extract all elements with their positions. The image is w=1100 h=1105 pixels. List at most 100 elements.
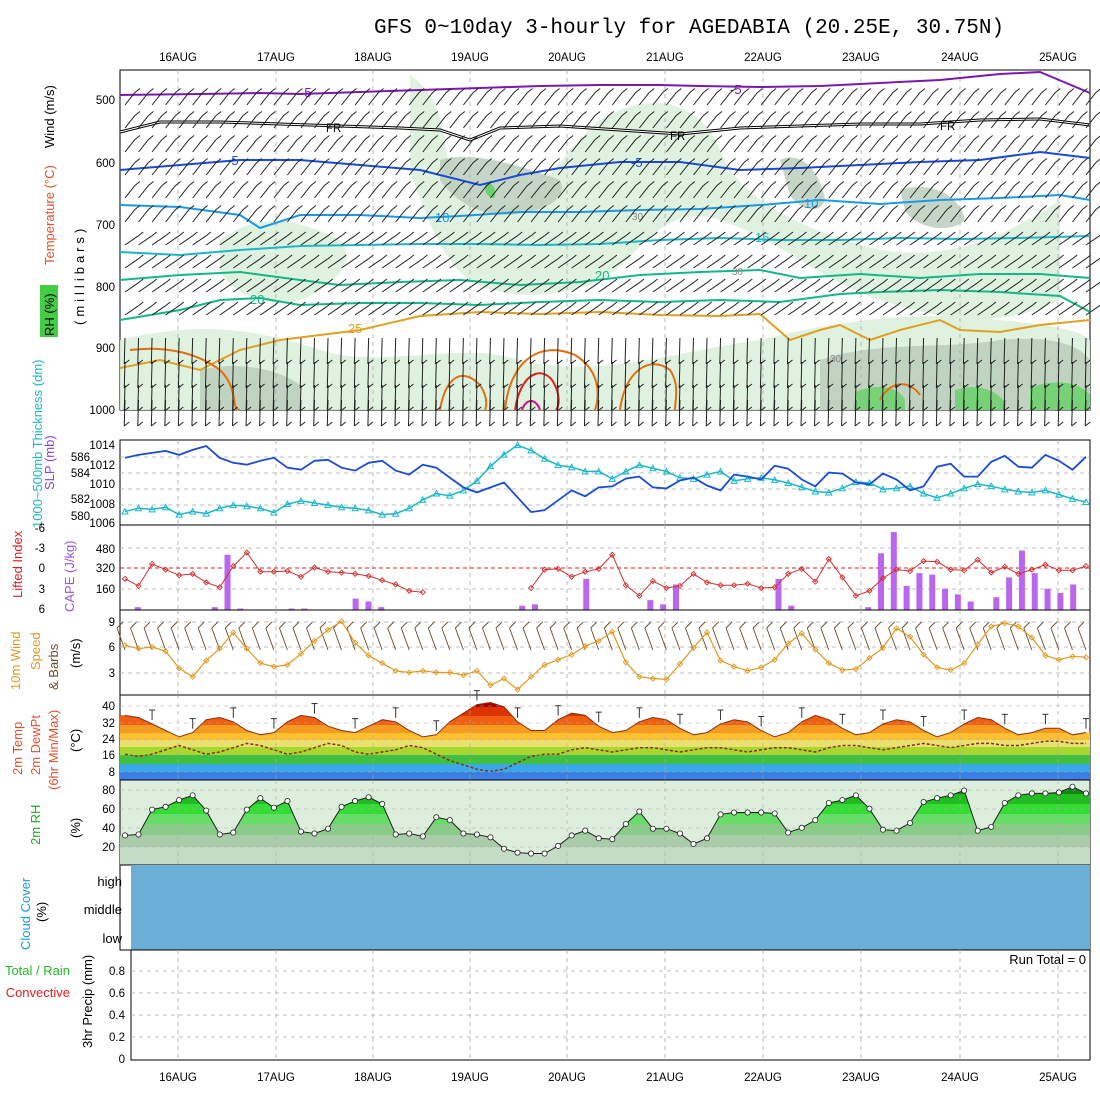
wind-barb <box>666 185 677 199</box>
wind-barb <box>1058 92 1070 106</box>
wind-barb-flag <box>354 421 360 427</box>
wind-barb-flag <box>847 621 855 629</box>
thickness-point <box>743 474 752 482</box>
wind-speed-point <box>514 686 521 693</box>
wind-barb-flag <box>1068 135 1075 140</box>
wind-barb-flag <box>841 278 848 284</box>
wind-barb <box>881 399 884 427</box>
thickness-point <box>175 510 183 518</box>
wind-barb <box>530 258 545 269</box>
wind-barb <box>468 627 478 651</box>
wind-barb-flag <box>760 278 767 284</box>
cape-bar <box>532 604 539 610</box>
wind-barb <box>1058 209 1070 223</box>
wind-barb-flag <box>351 181 357 186</box>
wind-barb <box>138 162 149 176</box>
wind-barb-flag <box>297 158 303 163</box>
wind-barb <box>544 305 559 316</box>
wind-barb <box>815 282 829 293</box>
wind-barb <box>1072 235 1086 246</box>
thickness-point <box>1041 486 1050 494</box>
wind-barb <box>747 282 762 293</box>
wind-barb-flag <box>1085 278 1091 284</box>
cape-bar <box>954 594 961 610</box>
wind-barb <box>842 305 856 316</box>
wind-barb <box>896 162 907 176</box>
rh-tick: 60 <box>102 804 115 816</box>
wind-barb-flag <box>824 135 831 140</box>
wind-barb <box>1030 361 1033 389</box>
wind-barb-flag <box>716 111 723 116</box>
wind-barb <box>1018 235 1032 246</box>
wind-barb <box>177 337 180 365</box>
wind-barb-flag <box>801 231 807 237</box>
rh2m-point <box>149 806 156 813</box>
wind-barb <box>251 627 261 651</box>
wind-barb-flag <box>1071 231 1078 237</box>
wind-barb <box>368 92 379 106</box>
wind-barb-flag <box>462 231 469 237</box>
wind-barb-flag <box>445 88 452 93</box>
wind-barb-flag <box>706 301 712 307</box>
wind-barb <box>232 139 244 153</box>
wind-barb <box>219 92 231 106</box>
wind-barb <box>463 258 477 269</box>
wind-barb-flag <box>608 88 614 93</box>
lifted-index-point <box>798 565 805 573</box>
lifted-index-line <box>530 553 1087 597</box>
cape-bar <box>788 605 795 610</box>
rh2m-point <box>135 831 142 838</box>
wind-frame <box>119 609 1091 696</box>
wind-barb <box>922 399 925 427</box>
thickness-point <box>351 504 359 512</box>
wind-speed-point <box>203 657 210 664</box>
wind-barb-flag <box>137 301 144 307</box>
wind-barb-flag <box>445 111 452 116</box>
wind-barb <box>381 92 393 106</box>
wind-speed-point <box>419 667 426 674</box>
wind-barb-flag <box>895 254 902 260</box>
wind-barb <box>259 115 271 129</box>
wind-barb-flag <box>134 181 141 186</box>
wind-barb <box>747 209 758 223</box>
bottom-date-label: 24AUG <box>941 1072 979 1084</box>
wind-barb-flag <box>205 278 212 284</box>
wind-barb <box>165 235 180 246</box>
thickness-markers <box>121 441 1090 518</box>
wind-barb <box>950 185 961 199</box>
wind-barb <box>395 209 407 223</box>
cloud-panel: high middle low Cloud Cover (%) <box>18 864 1091 951</box>
wind-units: (m/s) <box>68 638 83 668</box>
wind-barb-flag <box>716 158 723 163</box>
wind-barb-flag <box>1014 205 1021 210</box>
wind-barb <box>773 361 776 389</box>
cape-bar <box>237 608 244 610</box>
wind-barb-flag <box>300 254 306 260</box>
wind-barb-flag <box>205 231 212 237</box>
wind-barb-flag <box>987 88 993 93</box>
wind-speed-point <box>257 660 264 667</box>
wind-barb-flag <box>473 88 479 93</box>
wind-speed-point <box>176 665 183 672</box>
wind-barb <box>124 115 136 129</box>
wind-barb <box>1045 258 1059 269</box>
wind-barb <box>611 399 613 427</box>
wind-barb-flag <box>148 205 154 210</box>
rh2m-point <box>934 795 941 802</box>
wind-barb <box>327 235 342 246</box>
wind-barb <box>706 305 721 316</box>
wind-barb-flag <box>676 181 682 186</box>
thickness-point <box>148 505 156 513</box>
wind-barb <box>260 305 274 316</box>
wind-barb <box>556 337 559 365</box>
wind-barb <box>855 162 867 176</box>
rh2m-point <box>1055 789 1062 796</box>
wind-barb <box>137 361 140 389</box>
wind-barb <box>625 305 640 316</box>
wind-barb <box>868 399 870 427</box>
wind-barb <box>205 235 220 246</box>
wind-barb-flag <box>705 421 712 427</box>
wind-barb <box>259 92 271 106</box>
lifted-index-label: Lifted Index <box>10 530 25 598</box>
